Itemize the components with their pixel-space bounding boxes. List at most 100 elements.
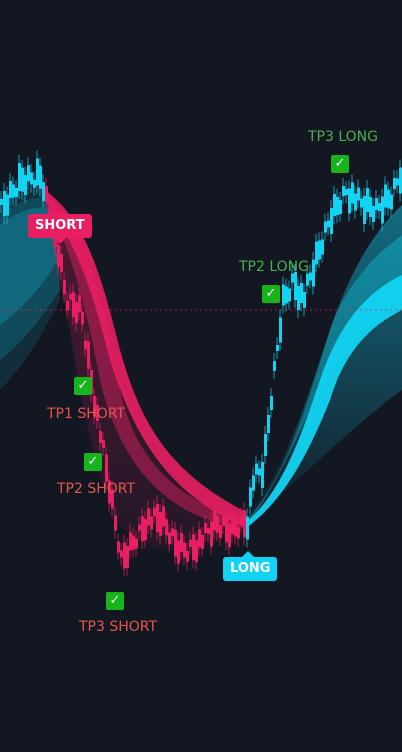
candle <box>81 311 84 325</box>
candle <box>246 516 249 540</box>
candle <box>18 163 21 191</box>
candle <box>225 514 228 543</box>
candle <box>237 526 240 539</box>
candlestick-series <box>0 150 402 577</box>
checkmark-icon: ✓ <box>262 285 280 303</box>
candle <box>180 533 183 552</box>
candle <box>105 454 108 482</box>
candle <box>27 165 30 182</box>
candle <box>396 178 399 186</box>
candle <box>348 188 351 214</box>
candle <box>222 516 225 526</box>
candle <box>69 293 72 300</box>
candle <box>309 272 312 281</box>
candle <box>393 178 396 189</box>
candle <box>255 463 258 475</box>
candle <box>219 524 222 538</box>
candle <box>249 487 252 507</box>
candle <box>258 468 261 476</box>
candle <box>384 184 387 208</box>
candle <box>201 535 204 549</box>
candle <box>75 302 78 324</box>
candle <box>240 515 243 524</box>
candle <box>72 292 75 318</box>
long-signal-badge[interactable]: LONG <box>223 551 278 581</box>
candle <box>126 546 129 568</box>
candle <box>33 179 36 188</box>
candle <box>297 286 300 310</box>
candle <box>99 431 102 443</box>
candle <box>159 512 162 536</box>
candle <box>144 519 147 541</box>
candle <box>294 272 297 300</box>
candle <box>216 515 219 533</box>
candle <box>327 220 330 228</box>
candle <box>189 539 192 547</box>
checkmark-icon: ✓ <box>331 155 349 173</box>
candle <box>150 516 153 530</box>
checkmark-icon: ✓ <box>84 453 102 471</box>
candle <box>186 550 189 562</box>
candle <box>345 189 348 195</box>
candle <box>333 194 336 216</box>
tp3-short-label: TP3 SHORT <box>79 619 158 635</box>
candle <box>111 489 114 509</box>
candle <box>147 508 150 526</box>
candle <box>321 239 324 255</box>
candle <box>303 291 306 308</box>
checkmark-icon: ✓ <box>74 377 92 395</box>
candle <box>129 532 132 551</box>
tp2-long-label: TP2 LONG <box>239 259 309 275</box>
candle <box>381 196 384 224</box>
candle <box>6 194 9 216</box>
candle <box>153 507 156 517</box>
candle <box>273 361 276 371</box>
candle <box>378 203 381 211</box>
candle <box>243 510 246 538</box>
tp3-long-label: TP3 LONG <box>308 129 378 145</box>
candle <box>12 184 15 198</box>
candle <box>279 317 282 343</box>
candle <box>3 191 6 216</box>
candle <box>390 194 393 210</box>
candle <box>156 504 159 532</box>
short-signal-badge[interactable]: SHORT <box>28 214 92 244</box>
candle <box>36 158 39 186</box>
tp1-short-label: TP1 SHORT <box>47 406 126 422</box>
candle <box>93 396 96 416</box>
candle <box>0 199 3 205</box>
candle <box>120 550 123 558</box>
candle <box>39 165 42 189</box>
candle <box>135 538 138 549</box>
candle <box>375 198 378 210</box>
candle <box>42 182 45 202</box>
candle <box>138 524 141 531</box>
candle <box>315 241 318 265</box>
candle <box>357 187 360 201</box>
candle <box>324 221 327 233</box>
candle <box>60 254 63 272</box>
candle <box>198 529 201 548</box>
candle <box>174 529 177 557</box>
candle <box>114 515 117 531</box>
candle <box>339 200 342 214</box>
candle <box>207 528 210 534</box>
candle <box>132 535 135 550</box>
candle <box>117 541 120 553</box>
candle <box>330 208 333 234</box>
candle <box>141 516 144 542</box>
candle <box>228 523 231 548</box>
candle <box>57 245 60 267</box>
candle <box>165 519 168 536</box>
candle <box>213 509 216 531</box>
candle <box>306 273 309 286</box>
candle <box>123 542 126 569</box>
candle <box>285 286 288 304</box>
candle <box>78 295 81 313</box>
candle <box>9 181 12 198</box>
candle <box>267 415 270 433</box>
candle <box>387 189 390 209</box>
candle <box>291 273 294 283</box>
candle <box>66 300 69 311</box>
